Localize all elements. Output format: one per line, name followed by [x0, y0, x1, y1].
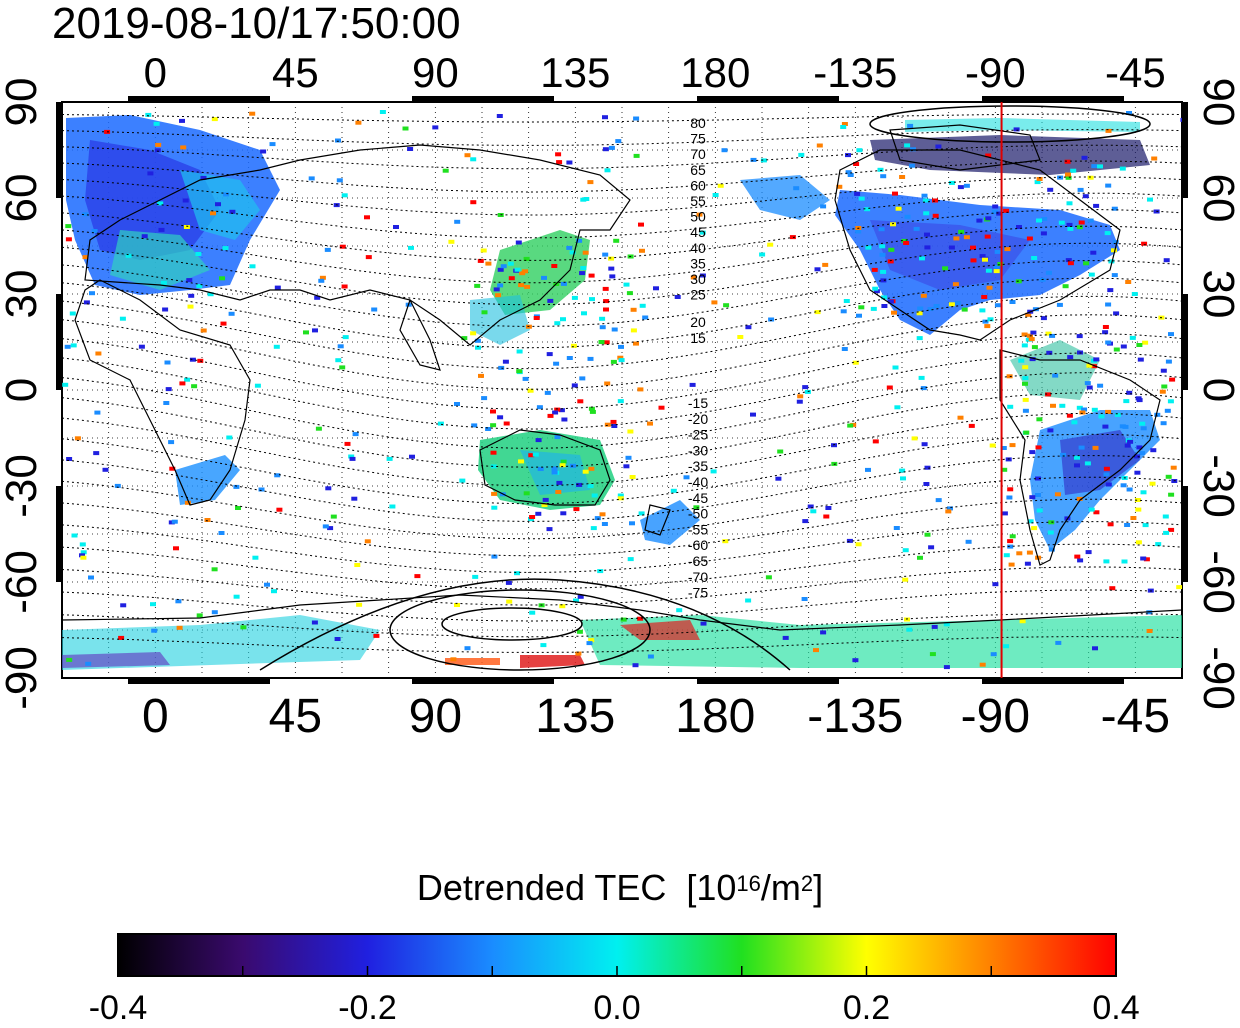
lon-label-bottom: -135: [807, 690, 903, 743]
contour-label: 35: [690, 255, 706, 271]
lon-label-top: 45: [272, 49, 319, 96]
lat-label-left: -90: [0, 646, 46, 710]
contour-label: -60: [688, 537, 708, 553]
contour-label: -45: [688, 490, 708, 506]
lon-label-bottom: 135: [535, 690, 615, 743]
lat-label-right: 90: [1194, 78, 1240, 127]
contour-label: 45: [690, 224, 706, 240]
contour-label: 15: [690, 330, 706, 346]
contour-label: 25: [690, 287, 706, 303]
auroral-ovals: [259, 105, 1151, 671]
tec-map: 8075706560555045403530252015-15-20-25-30…: [0, 49, 1240, 743]
lat-label-left: -30: [0, 454, 46, 518]
lon-label-bottom: -90: [961, 690, 1030, 743]
colorbar-title: Detrended TEC [1016/m2]: [416, 867, 824, 908]
contour-label: 60: [690, 177, 706, 193]
contour-label: -20: [688, 411, 708, 427]
axis-bars: [56, 96, 1188, 684]
lat-label-left: 90: [0, 78, 46, 127]
colorbar: [117, 933, 1117, 977]
contour-label: -70: [688, 569, 708, 585]
contour-label: 65: [690, 162, 706, 178]
lon-label-top: 0: [144, 49, 167, 96]
lon-label-bottom: 180: [675, 690, 755, 743]
contour-label: 70: [690, 146, 706, 162]
lat-label-left: 60: [0, 174, 46, 223]
lat-label-right: -90: [1194, 646, 1240, 710]
lat-label-left: 30: [0, 270, 46, 319]
contour-label: -25: [688, 427, 708, 443]
contour-label: 30: [690, 271, 706, 287]
lat-label-right: -60: [1194, 550, 1240, 614]
magnetic-contours: [62, 113, 1182, 653]
lon-label-top: 135: [540, 49, 610, 96]
colorbar-tick-label: 0.4: [1092, 989, 1140, 1027]
contour-label: -15: [688, 395, 708, 411]
contour-label: 75: [690, 131, 706, 147]
lon-label-bottom: 45: [269, 690, 322, 743]
lon-label-top: 180: [680, 49, 750, 96]
coastlines: [62, 124, 1182, 631]
lon-label-bottom: -45: [1101, 690, 1170, 743]
contour-label: 20: [690, 314, 706, 330]
contour-label: -35: [688, 458, 708, 474]
contour-label: -50: [688, 506, 708, 522]
contour-label: 50: [690, 209, 706, 225]
lat-label-right: 0: [1194, 378, 1240, 402]
contour-label: -65: [688, 553, 708, 569]
contour-label: -40: [688, 474, 708, 490]
timestamp: 2019-08-10/17:50:00: [52, 0, 461, 48]
contour-label: 55: [690, 193, 706, 209]
colorbar-tick-label: -0.4: [88, 989, 148, 1027]
contour-label: -75: [688, 585, 708, 601]
lon-label-top: -90: [965, 49, 1026, 96]
lon-label-top: -135: [813, 49, 897, 96]
contour-label: -30: [688, 442, 708, 458]
colorbar-tick-label: -0.2: [338, 989, 397, 1027]
lon-label-top: 90: [412, 49, 459, 96]
axis-labels: 0045459090135135180180-135-135-90-90-45-…: [0, 49, 1240, 743]
lon-label-top: -45: [1105, 49, 1166, 96]
lon-label-bottom: 90: [409, 690, 462, 743]
colorbar-tick-label: 0.2: [842, 989, 891, 1027]
lat-label-left: -60: [0, 550, 46, 614]
lat-label-left: 0: [0, 378, 46, 402]
colorbar-tick-label: 0.0: [593, 989, 641, 1027]
lat-label-right: 30: [1194, 270, 1240, 319]
lat-label-right: 60: [1194, 174, 1240, 223]
lon-label-bottom: 0: [142, 690, 169, 743]
colorbar-tickmarks: [117, 966, 1117, 976]
contour-label: 40: [690, 240, 706, 256]
contour-label: 80: [690, 115, 706, 131]
contour-label: -55: [688, 521, 708, 537]
lat-label-right: -30: [1194, 454, 1240, 518]
